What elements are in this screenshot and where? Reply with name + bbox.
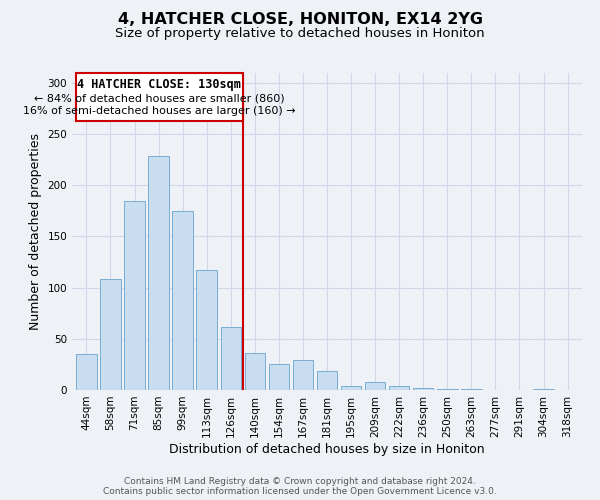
Bar: [245, 353, 265, 390]
Bar: [269, 364, 289, 390]
Bar: [76, 354, 97, 390]
Bar: [413, 388, 433, 390]
Bar: [437, 389, 458, 390]
Bar: [341, 386, 361, 390]
Bar: [293, 360, 313, 390]
Bar: [533, 389, 554, 390]
Bar: [148, 156, 169, 390]
Bar: [76, 72, 243, 120]
Bar: [221, 326, 241, 390]
X-axis label: Distribution of detached houses by size in Honiton: Distribution of detached houses by size …: [169, 442, 485, 456]
Text: Size of property relative to detached houses in Honiton: Size of property relative to detached ho…: [115, 28, 485, 40]
Bar: [124, 200, 145, 390]
Bar: [461, 389, 482, 390]
Bar: [100, 280, 121, 390]
Text: 4, HATCHER CLOSE, HONITON, EX14 2YG: 4, HATCHER CLOSE, HONITON, EX14 2YG: [118, 12, 482, 28]
Text: 16% of semi-detached houses are larger (160) →: 16% of semi-detached houses are larger (…: [23, 106, 296, 117]
Text: 4 HATCHER CLOSE: 130sqm: 4 HATCHER CLOSE: 130sqm: [77, 78, 241, 92]
Bar: [365, 382, 385, 390]
Bar: [172, 211, 193, 390]
Bar: [196, 270, 217, 390]
Bar: [389, 386, 409, 390]
Y-axis label: Number of detached properties: Number of detached properties: [29, 132, 42, 330]
Bar: [317, 370, 337, 390]
Text: ← 84% of detached houses are smaller (860): ← 84% of detached houses are smaller (86…: [34, 93, 284, 103]
Text: Contains HM Land Registry data © Crown copyright and database right 2024.
Contai: Contains HM Land Registry data © Crown c…: [103, 476, 497, 496]
